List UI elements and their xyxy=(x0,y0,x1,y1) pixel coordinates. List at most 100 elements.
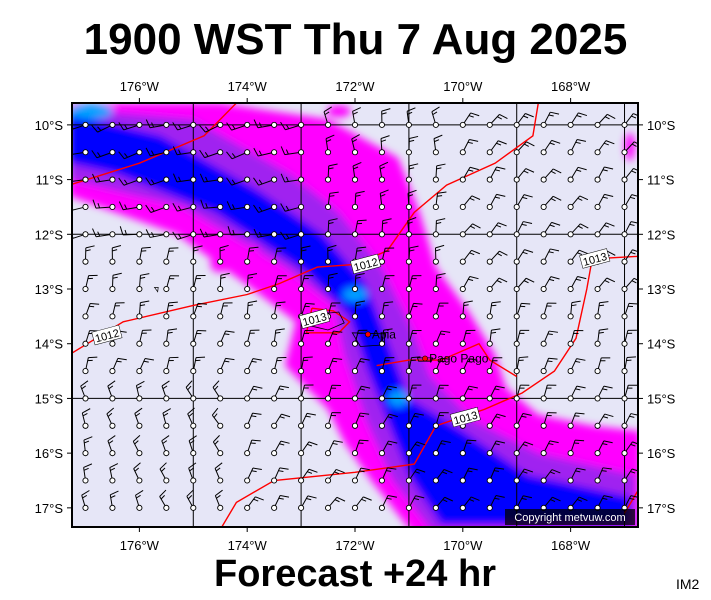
barb-flag xyxy=(301,245,311,249)
barb-station xyxy=(324,422,332,429)
wind-barb xyxy=(513,356,529,375)
wind-barb xyxy=(594,328,609,347)
wind-barb xyxy=(324,272,338,293)
barb-flag xyxy=(355,273,365,276)
barb-flag xyxy=(498,277,508,283)
wind-barb xyxy=(378,301,394,320)
barb-flag xyxy=(327,244,337,249)
wind-barb xyxy=(172,203,197,212)
barb-station xyxy=(82,395,89,402)
barb-flag xyxy=(497,116,502,120)
isobar-line xyxy=(72,103,237,185)
barb-flag xyxy=(409,245,419,249)
barb-station xyxy=(244,313,251,320)
wind-barb xyxy=(351,385,371,402)
barb-flag xyxy=(523,115,529,119)
barb-flag xyxy=(275,331,281,334)
barb-flag xyxy=(549,224,555,228)
barb-station xyxy=(432,285,439,293)
lon-label-top: 176°W xyxy=(120,79,160,94)
barb-flag xyxy=(496,224,502,228)
barb-station xyxy=(405,203,412,210)
wind-barb xyxy=(405,384,422,402)
wind-barb xyxy=(211,407,224,429)
barb-flag xyxy=(172,122,179,131)
wind-barb xyxy=(244,273,258,293)
wind-barb xyxy=(567,300,581,320)
barb-flag xyxy=(434,139,440,143)
lon-label-top: 170°W xyxy=(443,79,483,94)
barb-station xyxy=(513,285,520,293)
barb-station xyxy=(298,368,305,375)
barb-station xyxy=(136,258,143,265)
wind-barb xyxy=(378,161,389,183)
wind-barb xyxy=(378,440,398,457)
barb-flag xyxy=(607,250,616,256)
barb-flag xyxy=(630,443,636,447)
wind-barb xyxy=(351,161,362,183)
barb-flag xyxy=(168,301,178,304)
barb-flag xyxy=(432,111,438,116)
barb-flag xyxy=(383,304,389,307)
barb-station xyxy=(405,504,412,511)
wind-barb xyxy=(351,134,360,156)
barb-station xyxy=(459,258,466,265)
wind-barb xyxy=(459,385,478,402)
barb-flag xyxy=(251,439,261,442)
barb-flag xyxy=(524,468,534,473)
barb-flag xyxy=(440,357,450,360)
barb-flag xyxy=(521,497,527,501)
barb-flag xyxy=(551,221,561,226)
lat-label-left: 14°S xyxy=(35,337,64,352)
wind-barb xyxy=(159,462,170,484)
barb-flag xyxy=(469,197,475,201)
barb-station xyxy=(378,368,386,375)
wind-barb xyxy=(486,277,508,293)
barb-flag xyxy=(436,218,446,222)
barb-station xyxy=(405,450,412,457)
place-label-pago-pago: Pago Pago xyxy=(429,351,489,365)
wind-barb xyxy=(432,412,449,429)
barb-station xyxy=(378,450,386,457)
wind-barb xyxy=(271,413,291,429)
barb-flag xyxy=(252,412,262,415)
lat-label-right: 17°S xyxy=(647,501,676,516)
barb-station xyxy=(351,422,359,429)
barb-station xyxy=(378,285,386,293)
barb-flag xyxy=(524,441,534,446)
barb-station xyxy=(82,504,89,511)
wind-barb xyxy=(133,462,143,484)
barb-flag xyxy=(497,253,502,257)
barb-station xyxy=(82,450,89,457)
wind-barb xyxy=(459,329,476,347)
wind-barb xyxy=(486,495,505,511)
barb-flag xyxy=(469,498,475,502)
barb-station xyxy=(351,368,359,375)
barb-station xyxy=(271,450,278,457)
wind-barb xyxy=(405,329,422,347)
barb-station xyxy=(486,504,493,511)
barb-flag xyxy=(496,280,502,284)
barb-station xyxy=(621,422,628,429)
barb-flag xyxy=(359,439,369,442)
wind-barb xyxy=(185,380,197,402)
barb-flag xyxy=(577,275,587,280)
wind-barb xyxy=(280,173,305,183)
barb-station xyxy=(567,176,574,183)
barb-flag xyxy=(547,360,553,363)
barb-flag xyxy=(526,141,535,147)
wind-barb xyxy=(432,191,447,210)
wind-barb xyxy=(186,489,197,511)
barb-flag xyxy=(413,302,423,305)
barb-flag xyxy=(355,276,361,279)
wind-barb xyxy=(594,140,615,156)
barb-flag xyxy=(494,388,500,391)
wind-barb xyxy=(271,494,290,511)
barb-flag xyxy=(150,206,155,212)
barb-flag xyxy=(605,140,615,145)
barb-flag xyxy=(363,496,372,501)
barb-station xyxy=(136,395,143,402)
barb-station xyxy=(271,285,278,293)
wind-barb xyxy=(513,221,533,238)
barb-flag xyxy=(523,280,529,284)
